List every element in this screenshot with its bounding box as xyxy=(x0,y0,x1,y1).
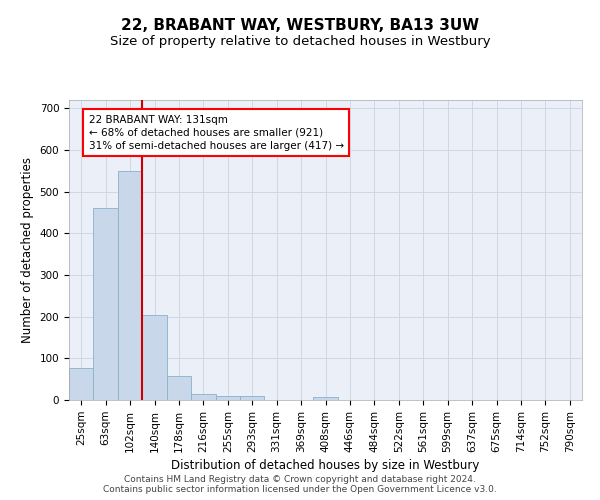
Bar xyxy=(118,171,142,400)
Bar xyxy=(215,396,240,400)
Y-axis label: Number of detached properties: Number of detached properties xyxy=(21,157,34,343)
Text: Size of property relative to detached houses in Westbury: Size of property relative to detached ho… xyxy=(110,35,490,48)
X-axis label: Distribution of detached houses by size in Westbury: Distribution of detached houses by size … xyxy=(172,459,479,472)
Bar xyxy=(313,396,338,400)
Text: Contains HM Land Registry data © Crown copyright and database right 2024.
Contai: Contains HM Land Registry data © Crown c… xyxy=(103,474,497,494)
Bar xyxy=(94,208,118,400)
Text: 22, BRABANT WAY, WESTBURY, BA13 3UW: 22, BRABANT WAY, WESTBURY, BA13 3UW xyxy=(121,18,479,32)
Bar xyxy=(142,316,167,400)
Bar xyxy=(191,394,215,400)
Bar xyxy=(167,376,191,400)
Text: 22 BRABANT WAY: 131sqm
← 68% of detached houses are smaller (921)
31% of semi-de: 22 BRABANT WAY: 131sqm ← 68% of detached… xyxy=(89,114,344,151)
Bar xyxy=(69,368,94,400)
Bar xyxy=(240,396,265,400)
